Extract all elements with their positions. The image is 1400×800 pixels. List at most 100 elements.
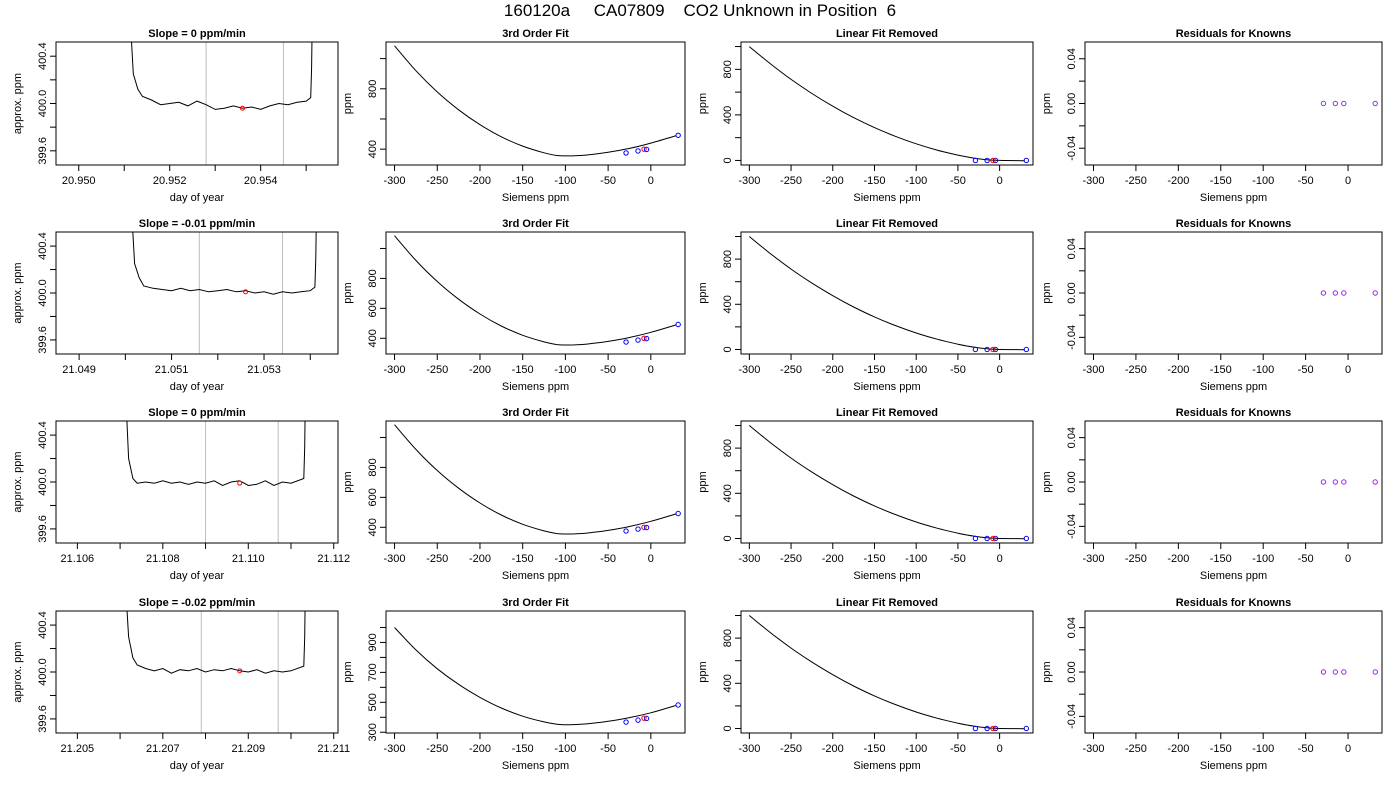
- y-axis-label: approx. ppm: [12, 262, 24, 323]
- x-tick-label: -150: [863, 364, 885, 376]
- x-tick-label: 21.112: [317, 553, 350, 565]
- plot-frame: [1084, 41, 1383, 166]
- x-tick-label: -100: [1252, 364, 1274, 376]
- y-axis-label: ppm: [1041, 471, 1053, 492]
- panel-r1-residuals: Residuals for Knowns -300 -250 -200 -150 -100…: [1041, 28, 1383, 204]
- x-tick-label: -300: [1082, 553, 1104, 565]
- x-tick-label: -150: [863, 743, 885, 755]
- y-tick-label: 800: [722, 439, 734, 457]
- y-axis-label: ppm: [697, 282, 709, 303]
- known-point: [635, 148, 641, 154]
- x-tick-label: 0: [1345, 364, 1351, 376]
- unknown-marker: [243, 289, 249, 295]
- x-tick-label: -50: [1298, 553, 1314, 565]
- y-tick-label: 0.00: [1066, 661, 1078, 682]
- x-tick-label: -300: [384, 364, 406, 376]
- x-tick-label: -50: [600, 364, 616, 376]
- known-point: [992, 346, 999, 353]
- known-point: [984, 346, 990, 353]
- x-tick-label: 21.205: [61, 743, 95, 755]
- known-point: [1372, 100, 1378, 107]
- known-point: [635, 337, 641, 343]
- x-axis-label: Siemens ppm: [502, 570, 569, 582]
- x-tick-label: -250: [426, 175, 448, 187]
- plot-area: [748, 46, 1030, 164]
- plot-area: [1320, 669, 1378, 675]
- y-tick-label: 400: [722, 484, 734, 502]
- y-tick-label: 0.04: [1066, 617, 1078, 638]
- unknown-point: [641, 715, 647, 721]
- y-axis-label: approx. ppm: [12, 641, 24, 702]
- x-tick-label: 20.950: [62, 175, 96, 187]
- x-tick-label: -100: [554, 743, 576, 755]
- y-tick-label: 400: [722, 674, 734, 692]
- x-tick-label: -50: [950, 364, 966, 376]
- plot-frame: [1084, 420, 1383, 544]
- series-line: [126, 611, 306, 674]
- unknown-marker: [237, 480, 243, 486]
- x-tick-label: -250: [426, 743, 448, 755]
- x-tick-label: -300: [1082, 743, 1104, 755]
- x-axis-label: Siemens ppm: [853, 381, 920, 393]
- plot-frame: [385, 231, 686, 355]
- y-tick-label: 400.4: [37, 42, 49, 70]
- known-point: [643, 715, 650, 722]
- known-point: [1372, 669, 1378, 675]
- y-tick-label: 400: [367, 329, 379, 347]
- panel-title: Linear Fit Removed: [836, 28, 938, 40]
- plot-area: [1320, 290, 1378, 296]
- y-axis-label: ppm: [1041, 93, 1053, 114]
- panel-r2-fit3: 3rd Order Fit -300 -250 -200 -150 -100 -50 0 400…: [342, 218, 686, 393]
- y-tick-label: -0.04: [1066, 704, 1078, 729]
- y-tick-label: 399.6: [37, 137, 49, 165]
- y-axis-label: ppm: [1041, 661, 1053, 682]
- x-tick-label: -50: [950, 175, 966, 187]
- y-tick-label: 0.00: [1066, 471, 1078, 492]
- fit-curve: [748, 615, 1025, 730]
- x-tick-label: 21.209: [231, 743, 265, 755]
- known-point: [992, 725, 999, 732]
- x-tick-label: -200: [1167, 175, 1189, 187]
- y-axis-label: ppm: [342, 282, 354, 303]
- x-tick-label: 20.954: [244, 175, 278, 187]
- x-tick-label: -50: [950, 553, 966, 565]
- x-axis-label: Siemens ppm: [1200, 570, 1267, 582]
- x-tick-label: -150: [512, 175, 534, 187]
- y-tick-label: 400.4: [37, 611, 49, 639]
- panel-r1-timeseries: Slope = 0 ppm/min 20.950 20.952 20.954 399.6…: [12, 28, 339, 204]
- y-tick-label: 0.04: [1066, 48, 1078, 69]
- x-tick-label: -50: [1298, 364, 1314, 376]
- series-line: [132, 232, 317, 295]
- x-tick-label: 0: [648, 175, 654, 187]
- x-tick-label: -150: [512, 553, 534, 565]
- known-point: [984, 725, 990, 732]
- known-point: [1320, 669, 1327, 675]
- x-tick-label: 21.108: [146, 553, 180, 565]
- known-point: [984, 535, 990, 542]
- x-tick-label: -100: [1252, 553, 1274, 565]
- x-tick-label: 0: [997, 553, 1003, 565]
- y-tick-label: 0: [722, 157, 734, 163]
- y-tick-label: -0.04: [1066, 325, 1078, 350]
- y-tick-label: 400.4: [37, 232, 49, 260]
- x-axis-label: day of year: [170, 192, 225, 204]
- x-tick-label: -100: [905, 743, 927, 755]
- x-tick-label: -150: [1210, 553, 1232, 565]
- plot-area: [748, 425, 1030, 542]
- unknown-marker: [237, 668, 243, 674]
- y-tick-label: 400.4: [37, 421, 49, 449]
- y-tick-label: 0: [722, 535, 734, 541]
- panel-r2-linear-removed: Linear Fit Removed -300 -250 -200 -150 -100 -5…: [697, 218, 1034, 393]
- known-point: [1320, 290, 1327, 296]
- x-tick-label: -50: [1298, 175, 1314, 187]
- y-axis-label: approx. ppm: [12, 451, 24, 512]
- x-axis-label: day of year: [170, 381, 225, 393]
- x-tick-label: 0: [997, 364, 1003, 376]
- y-tick-label: 400: [722, 295, 734, 313]
- x-tick-label: -150: [863, 553, 885, 565]
- known-point: [643, 146, 650, 153]
- panel-title: Slope = 0 ppm/min: [148, 28, 246, 40]
- panel-title: Residuals for Knowns: [1176, 28, 1292, 40]
- panel-title: Slope = -0.02 ppm/min: [139, 597, 256, 609]
